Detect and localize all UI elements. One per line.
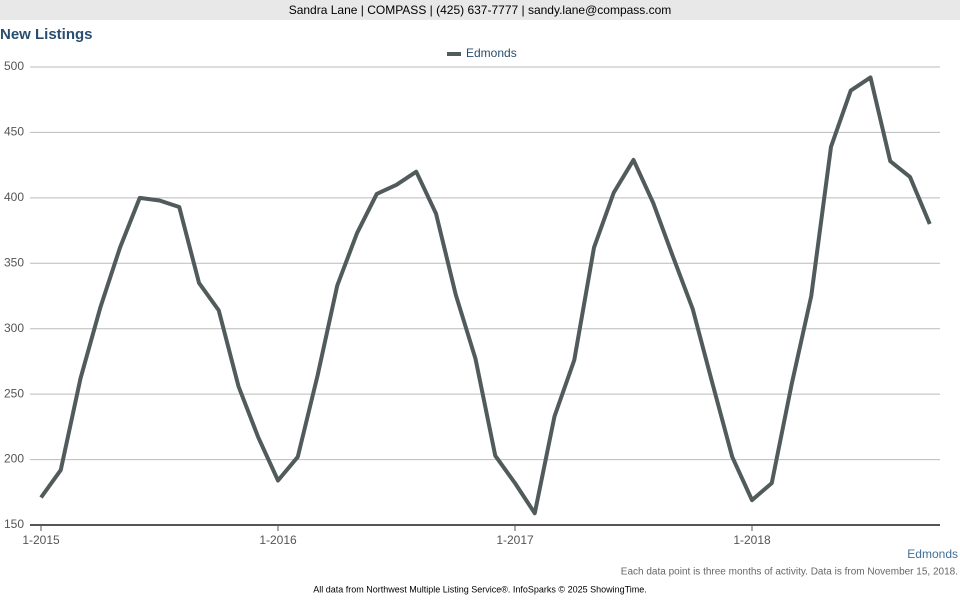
y-tick-label: 500 [4, 59, 24, 73]
chart-title: New Listings [0, 26, 93, 43]
y-tick-label: 300 [4, 321, 24, 335]
x-tick-label: 1-2015 [22, 533, 60, 547]
y-tick-label: 450 [4, 125, 24, 139]
y-tick-label: 200 [4, 452, 24, 466]
source: All data from Northwest Multiple Listing… [313, 584, 647, 594]
y-tick-label: 250 [4, 386, 24, 400]
data-line [39, 75, 932, 516]
y-tick-label: 400 [4, 190, 24, 204]
area-label: Edmonds [907, 547, 958, 561]
legend-label: Edmonds [466, 46, 517, 60]
x-tick-label: 1-2016 [259, 533, 297, 547]
y-tick-label: 150 [4, 517, 24, 531]
x-tick-label: 1-2017 [496, 533, 534, 547]
x-tick-label: 1-2018 [733, 533, 771, 547]
contact: Sandra Lane | COMPASS | (425) 637-7777 |… [289, 3, 672, 17]
y-tick-label: 350 [4, 255, 24, 269]
header-bar [0, 0, 960, 20]
note: Each data point is three months of activ… [621, 567, 958, 578]
